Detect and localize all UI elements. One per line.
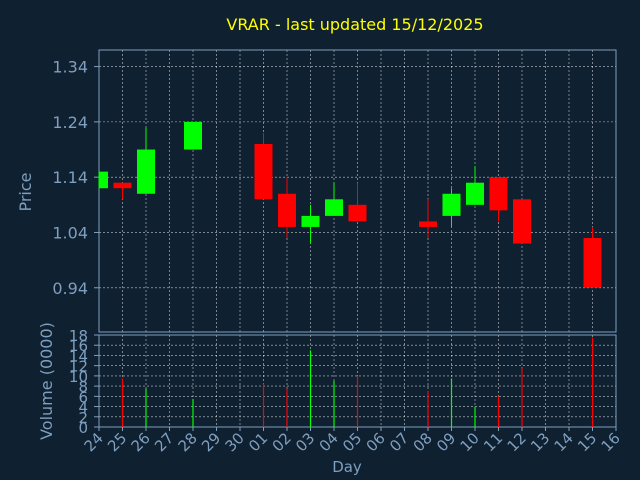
x-tick-label-12: 12 <box>504 429 530 455</box>
candle-10 <box>466 166 484 205</box>
volume-tick-label: 4 <box>78 399 88 417</box>
x-tick-label-07: 07 <box>386 429 412 455</box>
candle-body <box>301 215 320 227</box>
candle-body <box>137 149 155 194</box>
candle-body <box>442 193 461 216</box>
volume-tick-label: 16 <box>69 337 88 355</box>
x-tick-label-29: 29 <box>198 429 224 455</box>
volume-tick-label: 2 <box>78 409 88 427</box>
price-tick-label: 1.24 <box>52 113 88 132</box>
x-tick-label-06: 06 <box>363 429 389 455</box>
x-tick-label-04: 04 <box>316 429 342 455</box>
candle-03 <box>301 204 320 244</box>
candle-24 <box>98 171 108 189</box>
x-tick-label-25: 25 <box>104 429 130 455</box>
volume-tick-label: 6 <box>78 388 88 406</box>
candle-body <box>513 199 531 244</box>
volume-tick-label: 0 <box>78 419 88 437</box>
x-tick-label-08: 08 <box>410 429 436 455</box>
candle-26 <box>137 127 155 194</box>
x-tick-labels: 2425262728293001020304050607080910111213… <box>81 427 624 455</box>
candle-04 <box>325 182 343 216</box>
price-tick-label: 1.34 <box>52 58 88 77</box>
candle-11 <box>489 177 508 222</box>
candle-02 <box>278 177 296 238</box>
candle-body <box>583 238 602 288</box>
x-tick-label-26: 26 <box>128 429 154 455</box>
candle-15 <box>583 226 602 288</box>
x-tick-label-15: 15 <box>574 429 600 455</box>
candle-01 <box>254 132 273 200</box>
candle-body <box>489 177 508 211</box>
x-tick-label-14: 14 <box>551 429 577 455</box>
candle-09 <box>442 188 461 227</box>
candle-28 <box>184 121 202 150</box>
candle-08 <box>419 199 437 238</box>
volume-tick-label: 14 <box>69 347 88 365</box>
candle-12 <box>513 199 531 244</box>
candle-05 <box>348 182 367 222</box>
candle-body <box>419 221 437 227</box>
price-tick-label: 1.14 <box>52 168 88 187</box>
x-tick-label-13: 13 <box>527 429 553 455</box>
candle-body <box>278 193 296 227</box>
volume-tick-label: 18 <box>69 327 88 345</box>
price-axis-label: Price <box>16 172 35 211</box>
candle-body <box>184 121 202 150</box>
x-tick-label-10: 10 <box>457 429 483 455</box>
x-tick-label-28: 28 <box>175 429 201 455</box>
candle-body <box>348 204 367 222</box>
volume-tick-label: 12 <box>69 358 88 376</box>
x-axis-label: Day <box>332 458 362 476</box>
x-tick-label-11: 11 <box>480 429 506 455</box>
x-tick-label-16: 16 <box>598 429 624 455</box>
x-tick-label-03: 03 <box>292 429 318 455</box>
candle-body <box>466 182 484 205</box>
x-tick-label-01: 01 <box>245 429 271 455</box>
candle-body <box>113 182 132 189</box>
x-tick-label-30: 30 <box>222 429 248 455</box>
price-tick-label: 0.94 <box>52 279 88 298</box>
x-tick-label-05: 05 <box>339 429 365 455</box>
price-plot-frame <box>98 49 617 333</box>
volume-tick-label: 8 <box>78 378 88 396</box>
x-tick-label-02: 02 <box>269 429 295 455</box>
volume-axis-label: Volume (0000) <box>37 322 56 440</box>
price-panel: 1.34 1.24 1.14 1.04 0.94 <box>52 49 617 333</box>
candle-25 <box>113 182 132 200</box>
x-tick-label-09: 09 <box>433 429 459 455</box>
price-tick-label: 1.04 <box>52 223 88 242</box>
candle-body <box>99 171 108 189</box>
x-tick-label-27: 27 <box>151 429 177 455</box>
volume-tick-label: 10 <box>69 368 88 386</box>
candle-body <box>254 144 273 200</box>
candle-body <box>325 199 343 216</box>
chart-title: VRAR - last updated 15/12/2025 <box>226 15 483 34</box>
